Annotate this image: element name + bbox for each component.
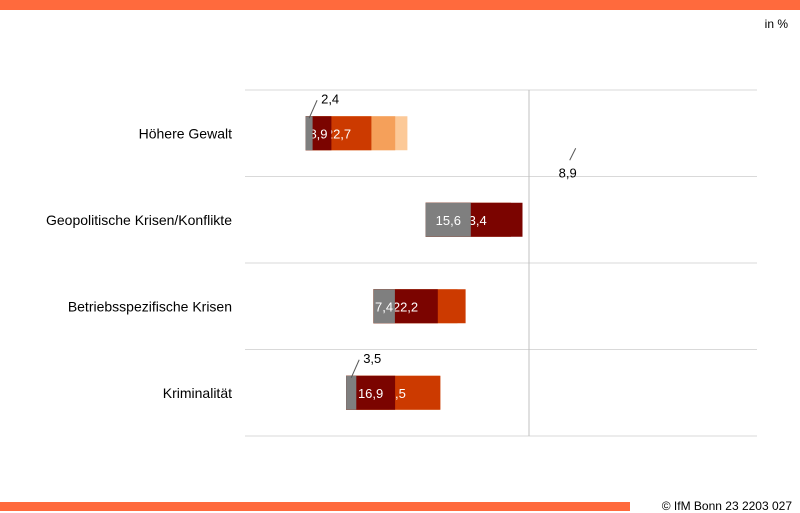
data-label: 8,9: [559, 165, 577, 180]
data-label: 8,9: [309, 126, 327, 141]
category-label: Geopolitische Krisen/Konflikte: [46, 212, 232, 228]
bar-segment: [346, 375, 357, 410]
data-label: 22,2: [393, 299, 418, 314]
credit-note: © IfM Bonn 23 2203 027: [657, 499, 792, 513]
data-label: 22,7: [326, 126, 351, 141]
label-leader-line: [350, 359, 360, 378]
unit-label: in %: [764, 17, 788, 31]
bar-segment: [305, 116, 313, 151]
data-label: 2,4: [321, 91, 339, 106]
data-label: 16,9: [358, 386, 383, 401]
category-label: Kriminalität: [163, 385, 232, 401]
category-label: Betriebsspezifische Krisen: [68, 298, 232, 314]
bar-segment: [373, 289, 395, 324]
category-label: Höhere Gewalt: [139, 125, 232, 141]
label-leader-line: [569, 148, 577, 161]
top-accent-bar: [0, 0, 800, 10]
bar-segment: [425, 202, 471, 237]
bottom-accent-bar: [0, 502, 630, 511]
data-label: 15,6: [436, 213, 461, 228]
data-label: 7,4: [375, 299, 393, 314]
label-leader-line: [308, 100, 318, 119]
data-label: 3,5: [363, 351, 381, 366]
